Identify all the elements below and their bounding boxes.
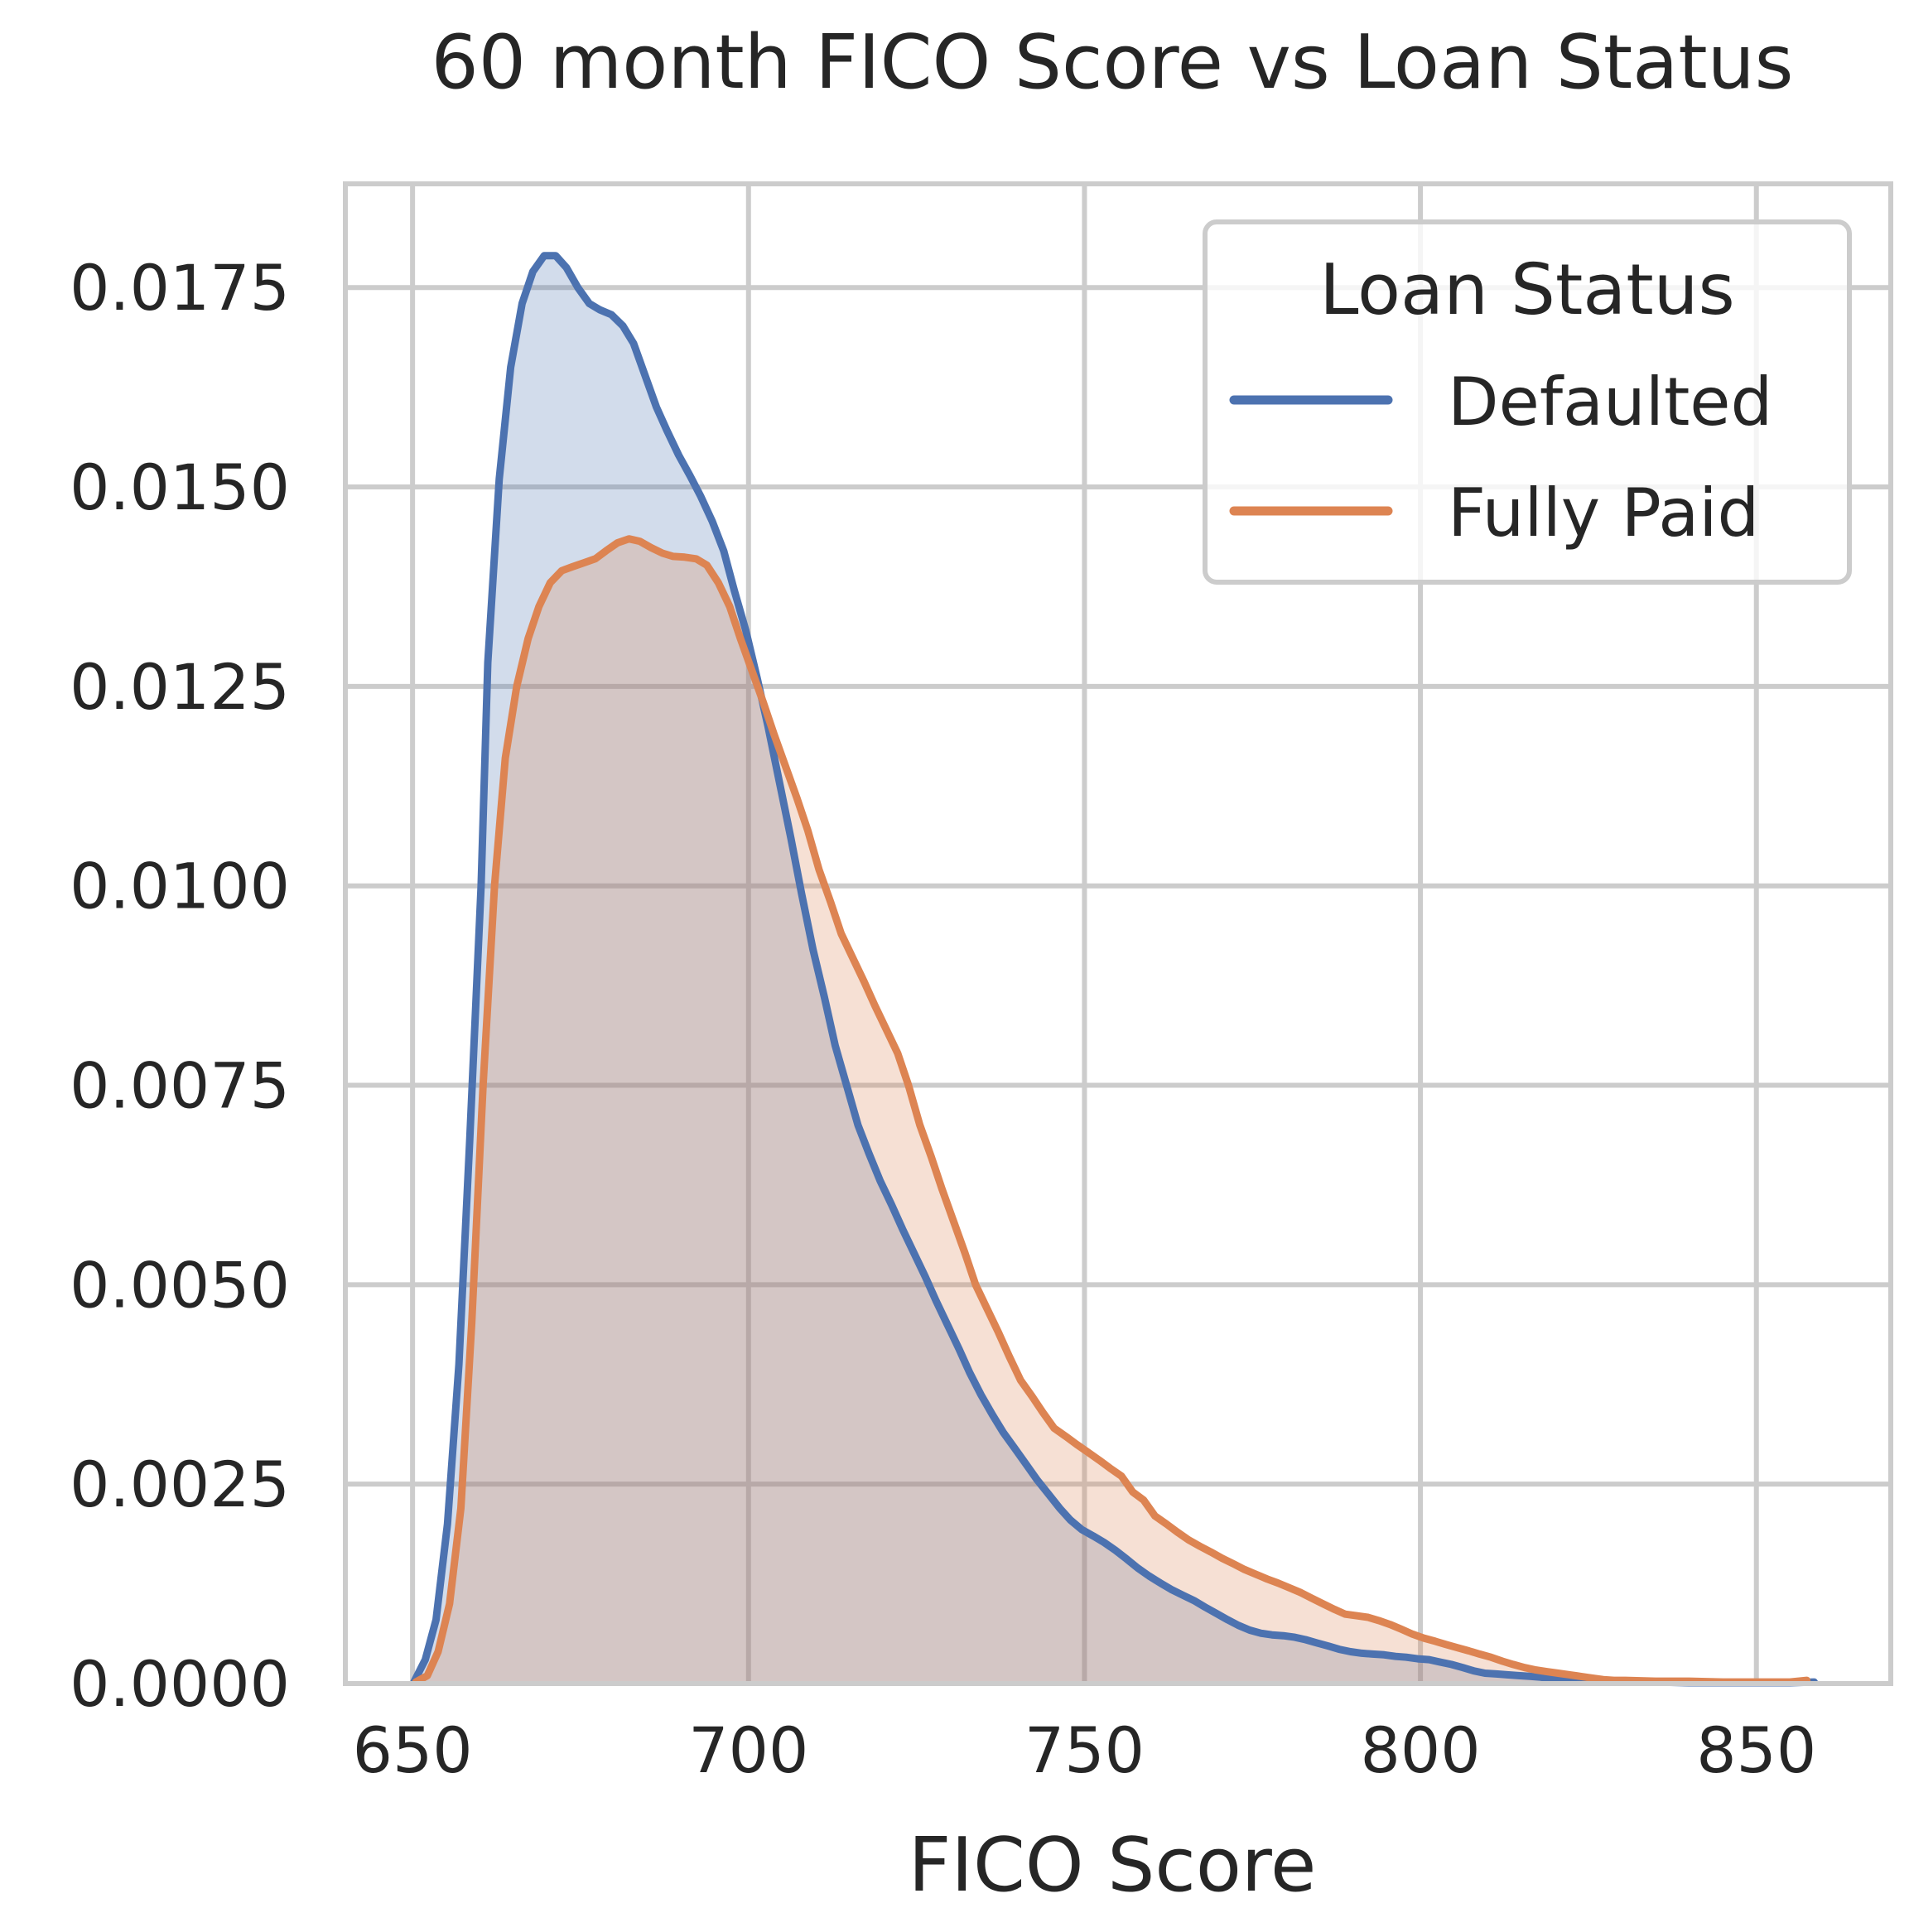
plot-frame — [343, 181, 1893, 1686]
y-tick-label: 0.0075 — [70, 1049, 290, 1123]
x-tick-labels: 650 700 750 800 850 — [353, 1713, 1817, 1787]
chart-title: 60 month FICO Score vs Loan Status — [431, 19, 1793, 106]
area-fill-defaulted — [413, 255, 1815, 1684]
y-tick-label: 0.0025 — [70, 1448, 290, 1521]
x-tick-label: 700 — [688, 1713, 808, 1787]
y-tick-label: 0.0125 — [70, 650, 290, 724]
legend-frame — [1203, 219, 1852, 585]
y-tick-label: 0.0050 — [70, 1248, 290, 1322]
x-axis-label: FICO Score — [909, 1822, 1317, 1909]
legend-label-defaulted: Defaulted — [1448, 364, 1772, 441]
x-tick-label: 750 — [1024, 1713, 1145, 1787]
area-fill-fully-paid — [416, 538, 1807, 1684]
legend-label-fully-paid: Fully Paid — [1448, 475, 1759, 552]
y-tick-labels: 0.0000 0.0025 0.0050 0.0075 0.0100 0.0125 0.01… — [70, 251, 290, 1721]
grid — [345, 184, 1891, 1686]
x-tick-label: 650 — [353, 1713, 473, 1787]
x-tick-label: 850 — [1696, 1713, 1816, 1787]
y-tick-label: 0.0000 — [70, 1647, 290, 1721]
series-layer — [410, 252, 1818, 1687]
y-tick-label: 0.0150 — [70, 450, 290, 524]
y-tick-label: 0.0175 — [70, 251, 290, 325]
density-line-fully-paid — [412, 535, 1811, 1686]
legend-title: Loan Status — [1319, 249, 1735, 331]
y-tick-label: 0.0100 — [70, 850, 290, 923]
density-line-defaulted — [410, 252, 1818, 1687]
x-tick-label: 800 — [1361, 1713, 1481, 1787]
legend: Loan Status Defaulted Fully Paid — [1203, 219, 1852, 585]
